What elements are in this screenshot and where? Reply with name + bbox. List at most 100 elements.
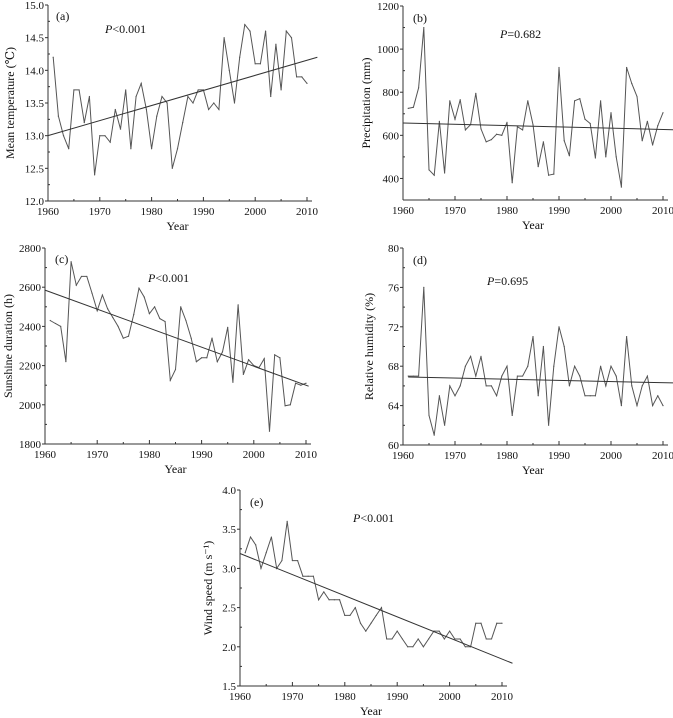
data-point <box>80 275 83 278</box>
data-point <box>464 129 466 131</box>
x-tick-label: 2010 <box>652 205 673 217</box>
x-axis-label: Year <box>522 463 544 477</box>
data-point <box>244 552 246 554</box>
y-axis-label: Precipitation (mm) <box>359 58 373 149</box>
data-point <box>605 385 607 387</box>
data-point <box>201 357 203 359</box>
data-point <box>270 536 273 538</box>
data-point <box>75 284 77 286</box>
data-point <box>511 182 513 184</box>
y-tick-label: 3.5 <box>222 524 236 536</box>
p-value-annotation: P=0.695 <box>486 274 528 288</box>
data-point <box>289 404 291 406</box>
data-point <box>156 115 158 117</box>
data-point <box>127 335 130 337</box>
data-point <box>438 395 440 397</box>
p-symbol: P <box>104 22 113 36</box>
data-point <box>501 134 503 136</box>
y-tick-label: 2600 <box>19 282 42 294</box>
panel-a: 1960 1970 1980 1990 2000 2010 12.0 12.5 13.0 13.5… <box>3 0 319 233</box>
x-tick-label: 1990 <box>191 449 214 461</box>
data-point <box>641 385 643 387</box>
data-point <box>433 434 435 436</box>
p-symbol: P <box>147 271 156 285</box>
data-point <box>301 76 303 78</box>
y-tick-label: 600 <box>383 130 400 142</box>
data-point <box>423 286 425 288</box>
y-axis-label: Sunshine duration (h) <box>1 294 15 398</box>
data-point <box>412 375 414 377</box>
panel-d: 1960 1970 1980 1990 2000 2010 60 64 68 72 76 80 Year… <box>362 243 673 477</box>
data-point <box>83 122 85 124</box>
x-tick-label: 1970 <box>89 206 112 218</box>
data-point <box>537 165 539 168</box>
p-value-annotation: P<0.001 <box>352 511 394 525</box>
x-tick-label: 2000 <box>244 206 267 218</box>
data-point <box>459 385 461 387</box>
data-point <box>344 614 346 617</box>
x-tick-label: 1970 <box>86 449 109 461</box>
data-point <box>464 365 466 367</box>
data-point <box>636 405 638 407</box>
data-point <box>302 575 304 577</box>
trend-line <box>47 56 318 137</box>
data-point <box>615 375 617 377</box>
y-tick-label: 2400 <box>19 321 42 333</box>
data-point <box>516 375 519 377</box>
data-point <box>359 622 362 624</box>
data-point <box>54 322 57 325</box>
data-point <box>307 575 309 577</box>
data-point <box>370 622 372 624</box>
y-axis-label: Relative humidity (%) <box>362 293 376 400</box>
data-point <box>99 135 101 137</box>
data-point <box>584 118 586 120</box>
data-point <box>610 112 612 114</box>
panel-e: 1960 1970 1980 1990 2000 2010 1.5 2.0 2.5 3.0 3.5 4… <box>201 485 514 718</box>
data-point <box>169 379 171 381</box>
data-point <box>558 326 560 328</box>
data-point <box>396 630 398 632</box>
data-point <box>171 167 173 169</box>
data-point <box>306 82 308 84</box>
data-point <box>600 100 602 102</box>
data-point <box>459 638 461 640</box>
data-point <box>558 66 560 69</box>
data-point <box>232 381 234 383</box>
p-symbol: P <box>499 27 508 41</box>
data-point <box>475 375 477 377</box>
p-text: =0.695 <box>494 274 528 288</box>
data-point <box>522 129 524 131</box>
data-point <box>101 294 104 296</box>
data-point <box>65 361 67 363</box>
data-point <box>247 359 250 361</box>
data-point <box>49 319 51 322</box>
y-axis-label: Mean temperature (℃) <box>3 47 17 159</box>
x-tick-label: 1990 <box>548 205 571 217</box>
data-point <box>174 368 177 371</box>
data-point <box>563 345 565 348</box>
data-point <box>192 102 194 104</box>
data-point <box>264 30 267 32</box>
data-point <box>454 118 456 120</box>
data-point <box>148 313 150 315</box>
data-point <box>418 87 420 89</box>
data-point <box>407 375 409 377</box>
data-point <box>130 148 132 150</box>
data-point <box>574 365 576 367</box>
data-point <box>294 382 297 384</box>
data-point <box>119 128 122 130</box>
y-tick-label: 76 <box>388 282 400 294</box>
data-point <box>422 646 424 648</box>
data-point <box>284 405 286 407</box>
data-point <box>433 174 435 176</box>
data-point <box>553 173 555 175</box>
y-tick-label: 64 <box>388 401 400 413</box>
data-point <box>584 395 586 397</box>
data-point <box>354 607 356 609</box>
data-point <box>290 37 293 39</box>
data-point <box>470 355 472 357</box>
data-point <box>401 638 404 640</box>
x-tick-label: 1960 <box>37 206 60 218</box>
y-tick-label: 2.5 <box>222 603 236 615</box>
data-point <box>318 599 320 601</box>
